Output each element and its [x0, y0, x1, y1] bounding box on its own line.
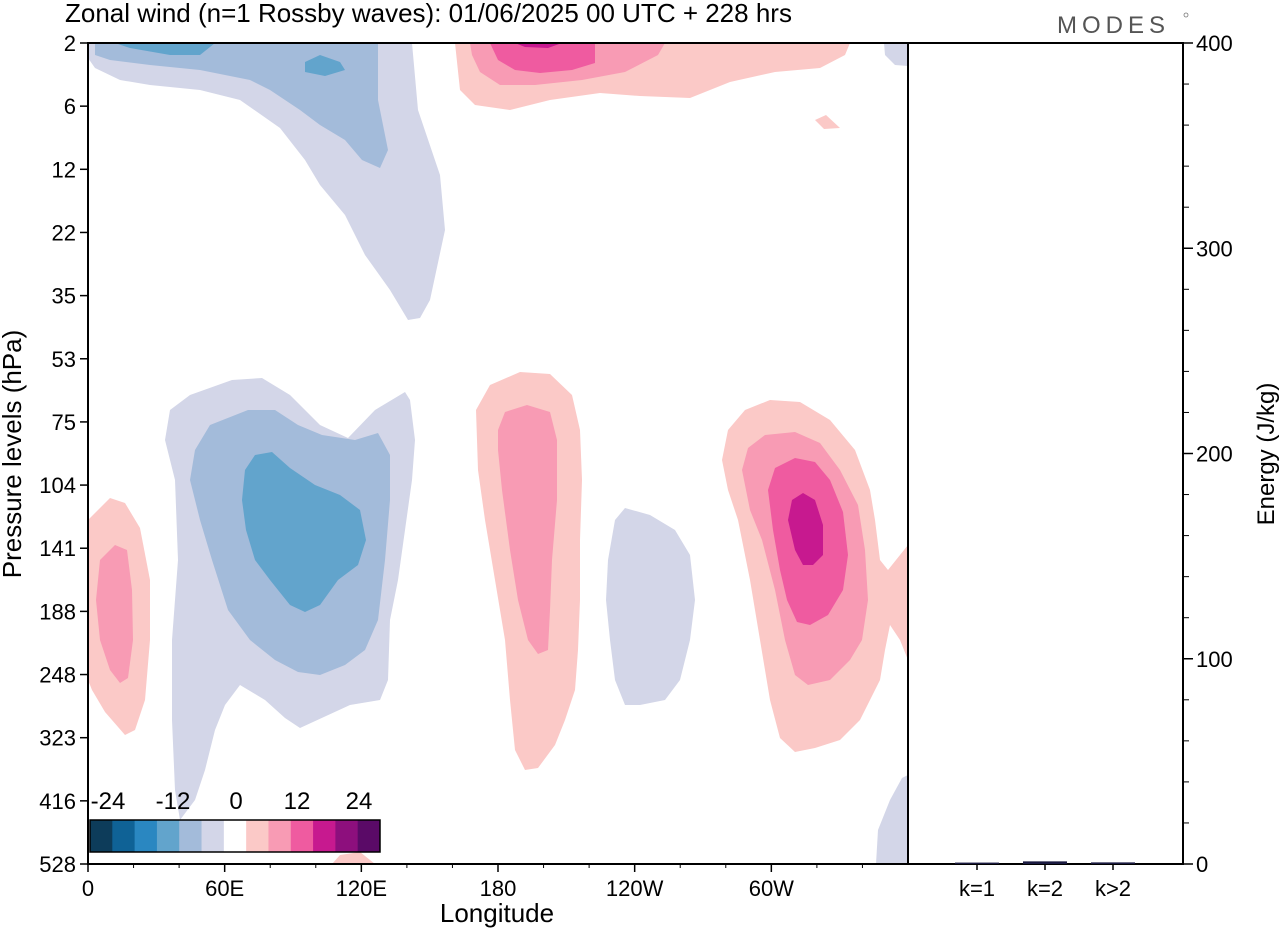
- energy-bar: [1023, 861, 1067, 864]
- colorbar-swatch: [290, 820, 314, 852]
- energy-category-label: k=2: [1027, 876, 1063, 901]
- x-tick-label: 120E: [336, 876, 387, 901]
- modes-logo: MODES: [1057, 12, 1170, 39]
- colorbar-tick-label: -24: [91, 788, 126, 815]
- y-tick-label: 53: [52, 347, 76, 372]
- y-tick-label: 323: [39, 726, 76, 751]
- y-tick-label: 141: [39, 536, 76, 561]
- colorbar-swatch: [246, 820, 269, 852]
- colorbar-swatch: [112, 820, 136, 852]
- energy-bar: [1091, 862, 1135, 864]
- contour-right-pos-4: [788, 493, 823, 565]
- colorbar-tick-label: 24: [346, 788, 373, 815]
- contour-right-neg: [606, 508, 695, 705]
- longitude-axis: 0 60E 120E 180 120W 60W: [82, 864, 863, 901]
- colorbar-frame: [89, 819, 381, 853]
- energy-bars: k=1 k=2 k>2: [955, 861, 1135, 901]
- y-axis-label: Pressure levels (hPa): [0, 330, 27, 579]
- contour-upper-pos-4: [515, 43, 562, 48]
- x-tick-label: 180: [480, 876, 517, 901]
- y-tick-label: 35: [52, 284, 76, 309]
- energy-tick-label: 400: [1196, 31, 1233, 56]
- energy-bar: [955, 862, 999, 864]
- y-tick-label: 528: [39, 852, 76, 877]
- y-tick-label: 6: [64, 94, 76, 119]
- chart-title: Zonal wind (n=1 Rossby waves): 01/06/202…: [65, 0, 792, 28]
- colorbar-swatch: [268, 820, 292, 852]
- energy-tick-label: 200: [1196, 442, 1233, 467]
- x-axis-label: Longitude: [440, 898, 554, 928]
- x-tick-label: 60E: [205, 876, 244, 901]
- energy-category-label: k>2: [1095, 876, 1131, 901]
- contour-left-pos-2: [96, 545, 133, 683]
- contour-field: [88, 43, 908, 864]
- contour-upper-pos-3: [490, 43, 595, 73]
- copyright-mark: [1183, 12, 1189, 18]
- y-tick-label: 2: [64, 31, 76, 56]
- contour-spot-pos: [815, 115, 840, 129]
- energy-axis-label: Energy (J/kg): [1253, 383, 1280, 526]
- colorbar-swatch: [313, 820, 336, 852]
- energy-tick-label: 100: [1196, 647, 1233, 672]
- contour-center-neg-3: [242, 452, 366, 612]
- contour-spot-neg: [884, 43, 908, 66]
- energy-frame: [907, 42, 1184, 865]
- y-tick-label: 188: [39, 599, 76, 624]
- colorbar-tick-label: -12: [156, 788, 191, 815]
- x-tick-label: 0: [82, 876, 94, 901]
- colorbar-tick-label: 0: [229, 788, 242, 815]
- x-tick-label: 60W: [749, 876, 794, 901]
- y-tick-label: 75: [52, 410, 76, 435]
- contour-upper-neg-3: [115, 43, 345, 76]
- energy-axis: 0 100 200 300 400: [1183, 31, 1233, 877]
- energy-category-label: k=1: [959, 876, 995, 901]
- colorbar-swatch: [156, 820, 180, 852]
- colorbar: [89, 819, 381, 853]
- x-tick-label: 120W: [606, 876, 664, 901]
- contour-upper-neg-2: [95, 43, 388, 168]
- pressure-axis: 2 6 12 22 35 53 75 104 141 188 248 323 416 528: [39, 31, 88, 877]
- y-tick-label: 22: [52, 220, 76, 245]
- energy-tick-label: 300: [1196, 236, 1233, 261]
- contour-mid-pos-2: [498, 405, 557, 654]
- y-tick-label: 104: [39, 473, 76, 498]
- colorbar-labels: -24 -12 0 12 24: [91, 788, 373, 815]
- colorbar-swatch: [335, 820, 359, 852]
- contour-bottom-neg: [876, 775, 908, 864]
- y-tick-label: 416: [39, 789, 76, 814]
- colorbar-swatch: [134, 820, 158, 852]
- y-tick-label: 12: [52, 157, 76, 182]
- colorbar-swatch: [90, 820, 113, 852]
- colorbar-swatch: [223, 820, 247, 852]
- colorbar-swatch: [201, 820, 225, 852]
- colorbar-swatch: [179, 820, 203, 852]
- colorbar-tick-label: 12: [284, 788, 311, 815]
- colorbar-swatch: [357, 820, 381, 852]
- contour-bottom-pos: [332, 852, 375, 864]
- y-tick-label: 248: [39, 663, 76, 688]
- energy-tick-label: 0: [1196, 852, 1208, 877]
